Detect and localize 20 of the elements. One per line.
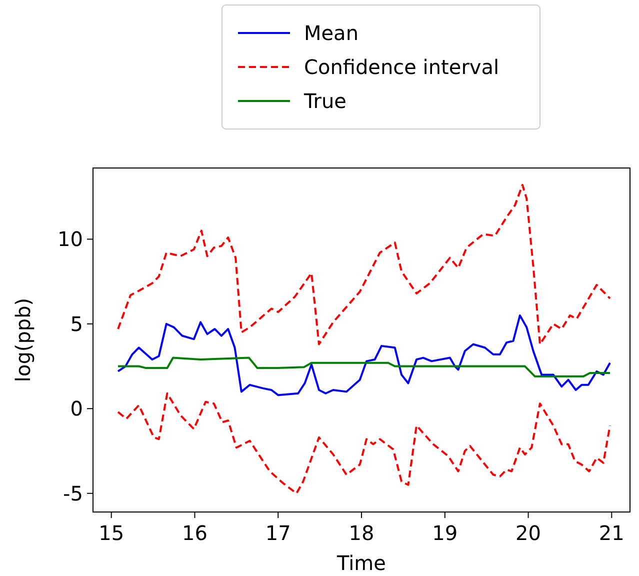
legend-label: Mean [304,21,358,45]
legend-label: Confidence interval [304,55,500,79]
line-series [117,314,611,396]
y-tick-label: 5 [70,312,83,336]
x-tick-label: 18 [348,521,374,545]
line-series [117,184,611,346]
x-tick-label: 20 [516,521,541,545]
x-tick-label: 21 [598,521,624,545]
y-tick-label: -5 [63,481,83,506]
y-tick-label: 0 [70,396,83,421]
line-series [117,356,611,378]
x-tick-label: 16 [182,521,208,545]
y-tick-label: 10 [58,227,83,252]
line-series [117,392,611,494]
x-axis-title: Time [336,551,386,575]
x-tick-label: 15 [98,521,124,545]
y-axis-title: log(ppb) [11,298,35,382]
legend-label: True [303,89,346,113]
x-tick-label: 19 [432,521,458,545]
x-tick-label: 17 [265,521,291,545]
